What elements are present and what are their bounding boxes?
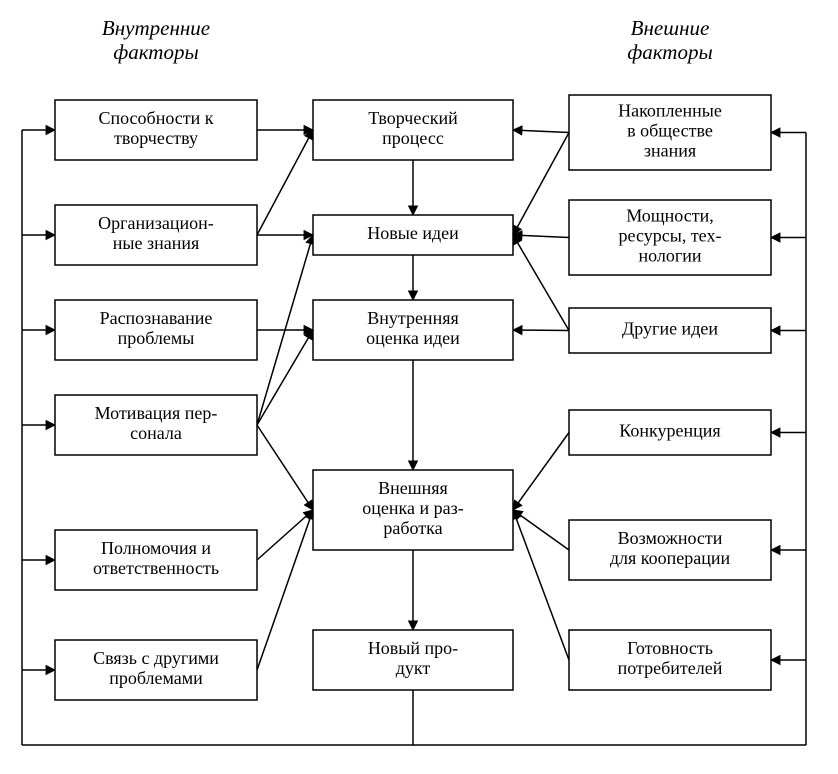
edge — [513, 510, 569, 660]
node-label-L5: Полномочия иответственность — [93, 538, 219, 578]
edge — [513, 133, 569, 236]
flowchart-canvas: Внутренниефакторы Внешниефакторы Способнос… — [0, 0, 838, 774]
node-label-R3: Другие идеи — [622, 319, 718, 339]
edge — [513, 130, 569, 133]
node-label-R4: Конкуренция — [619, 421, 720, 441]
node-label-L1: Способности ктворчеству — [98, 108, 213, 148]
edge — [513, 330, 569, 331]
edge — [513, 235, 569, 331]
node-label-R5: Возможностидля кооперации — [610, 528, 731, 568]
node-label-L2: Организацион-ные знания — [98, 213, 214, 253]
node-label-C3: Внутренняяоценка идеи — [366, 308, 460, 348]
edge — [257, 330, 313, 425]
edge — [513, 510, 569, 550]
edge — [513, 235, 569, 238]
edge — [513, 433, 569, 511]
edge — [257, 130, 313, 235]
node-label-L6: Связь с другимипроблемами — [93, 648, 219, 688]
right-header: Внешниефакторы — [627, 16, 712, 64]
edge — [257, 425, 313, 510]
node-label-C2: Новые идеи — [367, 223, 459, 243]
node-label-R6: Готовностьпотребителей — [618, 638, 723, 678]
left-header: Внутренниефакторы — [102, 16, 210, 64]
